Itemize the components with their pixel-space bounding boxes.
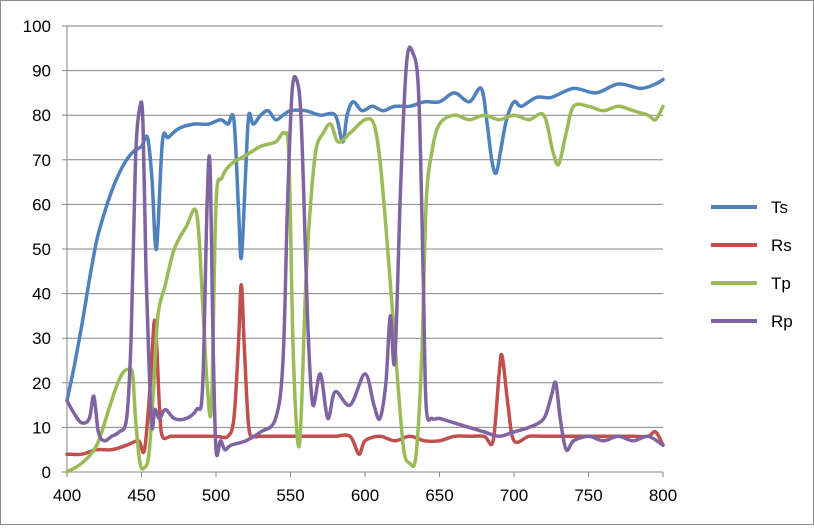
y-tick-label: 50 xyxy=(32,240,51,259)
x-tick-label: 650 xyxy=(425,486,453,505)
legend: Ts Rs Tp Rp xyxy=(711,198,793,331)
y-tick-label: 30 xyxy=(32,329,51,348)
x-tick-label: 750 xyxy=(574,486,602,505)
y-tick-label: 10 xyxy=(32,418,51,437)
series-line-rp xyxy=(65,45,665,458)
y-tick-label: 60 xyxy=(32,195,51,214)
x-tick-label: 600 xyxy=(351,486,379,505)
x-tick-label: 550 xyxy=(276,486,304,505)
y-tick-label: 70 xyxy=(32,151,51,170)
legend-label-rp: Rp xyxy=(771,312,793,331)
y-tick-label: 40 xyxy=(32,285,51,304)
series-line-rs xyxy=(65,282,665,457)
series-lines xyxy=(65,45,665,474)
y-tick-label: 100 xyxy=(23,17,51,36)
x-tick-label: 400 xyxy=(53,486,81,505)
axes: 0 10 20 30 40 50 60 70 80 90 100 400 450 500 550 600 650… xyxy=(23,17,678,505)
x-tick-label: 700 xyxy=(500,486,528,505)
legend-label-rs: Rs xyxy=(771,236,792,255)
gridlines xyxy=(67,25,663,428)
y-tick-label: 20 xyxy=(32,374,51,393)
series-line-tp xyxy=(65,102,665,474)
legend-label-tp: Tp xyxy=(771,274,791,293)
x-tick-label: 500 xyxy=(202,486,230,505)
y-tick-label: 80 xyxy=(32,106,51,125)
x-tick-label: 450 xyxy=(127,486,155,505)
legend-label-ts: Ts xyxy=(771,198,788,217)
y-tick-label: 0 xyxy=(42,463,51,482)
x-tick-label: 800 xyxy=(649,486,677,505)
y-tick-label: 90 xyxy=(32,62,51,81)
